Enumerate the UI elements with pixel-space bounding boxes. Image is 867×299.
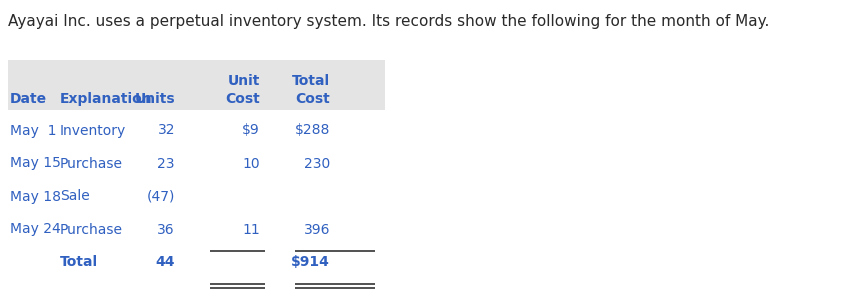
Text: Total: Total: [60, 256, 98, 269]
Bar: [8, 60, 385, 110]
Text: 23: 23: [158, 156, 175, 170]
Text: Explanation: Explanation: [60, 92, 153, 106]
Text: Cost: Cost: [296, 92, 330, 106]
Text: Purchase: Purchase: [60, 156, 123, 170]
Text: Units: Units: [134, 92, 175, 106]
Text: 32: 32: [158, 123, 175, 138]
Text: (47): (47): [147, 190, 175, 204]
Text: 44: 44: [155, 256, 175, 269]
Text: Purchase: Purchase: [60, 222, 123, 237]
Text: May 18: May 18: [10, 190, 61, 204]
Text: Date: Date: [10, 92, 47, 106]
Text: May  1: May 1: [10, 123, 56, 138]
Text: 36: 36: [158, 222, 175, 237]
Text: $9: $9: [242, 123, 260, 138]
Text: Inventory: Inventory: [60, 123, 127, 138]
Text: Total: Total: [292, 74, 330, 88]
Text: $914: $914: [291, 256, 330, 269]
Text: Sale: Sale: [60, 190, 90, 204]
Text: 11: 11: [242, 222, 260, 237]
Text: 396: 396: [303, 222, 330, 237]
Text: 230: 230: [303, 156, 330, 170]
Text: May 15: May 15: [10, 156, 61, 170]
Text: 10: 10: [243, 156, 260, 170]
Text: Cost: Cost: [225, 92, 260, 106]
Text: May 24: May 24: [10, 222, 61, 237]
Text: Ayayai Inc. uses a perpetual inventory system. Its records show the following fo: Ayayai Inc. uses a perpetual inventory s…: [8, 14, 769, 29]
Text: Unit: Unit: [228, 74, 260, 88]
Text: $288: $288: [295, 123, 330, 138]
